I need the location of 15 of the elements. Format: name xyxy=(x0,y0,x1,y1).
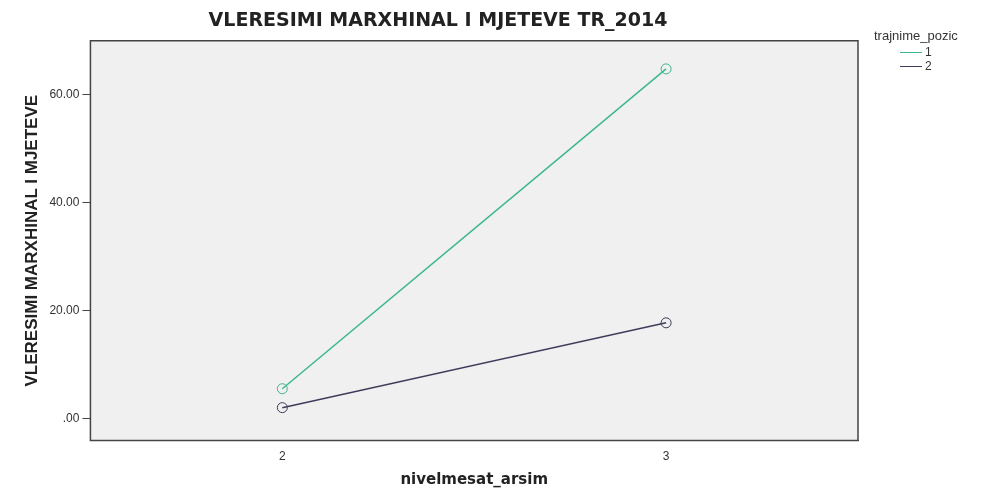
x-axis-title: nivelmesat_arsim xyxy=(400,469,549,488)
x-tick-label: 3 xyxy=(662,449,670,464)
point xyxy=(276,402,288,414)
y-tick-label: 60.00 xyxy=(49,87,80,102)
y-tick-label: .00 xyxy=(62,411,80,426)
point xyxy=(276,383,288,395)
point xyxy=(660,317,672,329)
legend-title: trajnime_pozic xyxy=(874,28,958,43)
legend-label: 2 xyxy=(925,59,932,73)
chart-title: VLERESIMI MARXHINAL I MJETEVE TR_2014 xyxy=(208,8,668,32)
y-tick-label: 20.00 xyxy=(49,303,80,318)
point xyxy=(660,63,672,75)
legend-label: 1 xyxy=(925,45,932,59)
y-tick-label: 40.00 xyxy=(49,195,80,210)
y-axis-title: VLERESIMI MARXHINAL I MJETEVE xyxy=(21,94,41,387)
